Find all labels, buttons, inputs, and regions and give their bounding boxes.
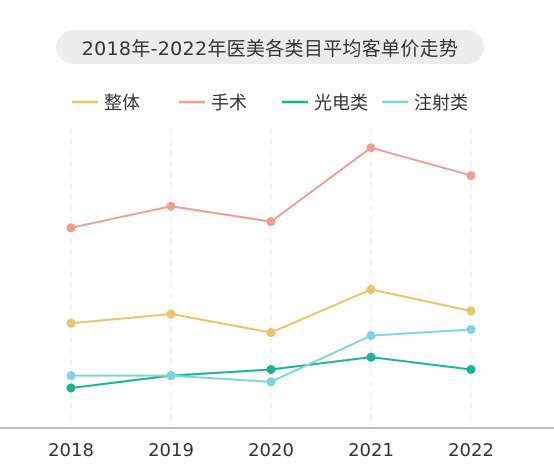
legend-label-2: 光电类 [314, 93, 368, 114]
data-point-0-2021 [366, 284, 376, 294]
data-point-3-2018 [66, 371, 76, 381]
x-tick-label-2019: 2019 [148, 440, 194, 461]
x-axis-ticks: 2018 2019 2020 2021 2022 [48, 440, 494, 461]
data-point-1-2019 [166, 201, 176, 211]
data-point-1-2020 [266, 217, 276, 227]
legend-label-0: 整体 [104, 93, 140, 114]
x-tick-label-2022: 2022 [448, 440, 494, 461]
data-point-2-2021 [366, 352, 376, 362]
data-point-1-2021 [366, 143, 376, 153]
data-point-2-2020 [266, 364, 276, 374]
data-point-1-2022 [466, 170, 476, 180]
data-point-2-2018 [66, 383, 76, 393]
legend-label-3: 注射类 [414, 93, 468, 114]
legend-label-1: 手术 [211, 93, 247, 114]
vertical-grid [70, 128, 472, 426]
data-point-3-2020 [266, 377, 276, 387]
data-point-3-2021 [366, 331, 376, 341]
series-lines [66, 143, 476, 393]
chart-title: 2018年-2022年医美各类目平均客单价走势 [56, 30, 484, 64]
data-point-1-2018 [66, 223, 76, 233]
x-tick-label-2021: 2021 [348, 440, 394, 461]
data-point-0-2022 [466, 306, 476, 316]
data-point-0-2019 [166, 309, 176, 319]
legend: 整体 手术 光电类 注射类 [72, 93, 468, 114]
data-point-0-2020 [266, 328, 276, 338]
x-tick-label-2020: 2020 [248, 440, 294, 461]
data-point-3-2019 [166, 371, 176, 381]
data-point-0-2018 [66, 318, 76, 328]
data-point-2-2022 [466, 364, 476, 374]
data-point-3-2022 [466, 324, 476, 334]
x-tick-label-2018: 2018 [48, 440, 94, 461]
